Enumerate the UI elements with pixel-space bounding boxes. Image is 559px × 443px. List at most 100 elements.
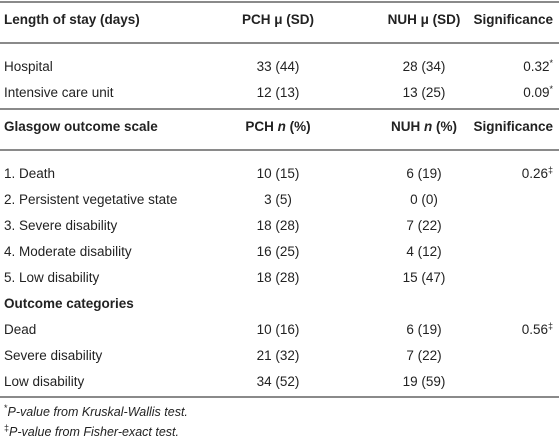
nuh-value: 6 (19) bbox=[324, 320, 524, 340]
footnote-mark: ‡ bbox=[548, 321, 553, 331]
p-value: 0.26 bbox=[521, 166, 548, 181]
footnote-mark: * bbox=[549, 84, 553, 94]
pch-value: 21 (32) bbox=[178, 346, 378, 366]
nuh-text: 4 (12) bbox=[406, 244, 442, 259]
significance: 0.09* bbox=[403, 83, 553, 103]
header-text: μ bbox=[274, 12, 283, 27]
header-text: n bbox=[277, 119, 286, 134]
row-label-text: 4. Moderate disability bbox=[4, 244, 132, 259]
rule-line bbox=[0, 396, 559, 398]
header-text: n bbox=[424, 119, 433, 134]
pch-text: 18 (28) bbox=[256, 218, 300, 233]
footnote-text: P-value from Fisher-exact test. bbox=[9, 425, 179, 439]
pch-text: 10 (15) bbox=[256, 166, 300, 181]
row-label-text: Dead bbox=[4, 322, 37, 337]
nuh-text: 6 (19) bbox=[406, 166, 442, 181]
row-label-text: 2. Persistent vegetative state bbox=[4, 192, 178, 207]
pch-text: 34 (52) bbox=[256, 374, 300, 389]
nuh-text: 7 (22) bbox=[406, 348, 442, 363]
row-label-text: Severe disability bbox=[4, 348, 103, 363]
header-text: NUH bbox=[390, 119, 421, 134]
nuh-value: 7 (22) bbox=[324, 216, 524, 236]
row-label: 4. Moderate disability bbox=[4, 242, 132, 262]
nuh-text: 6 (19) bbox=[406, 322, 442, 337]
nuh-text: 0 (0) bbox=[410, 192, 438, 207]
rule-line bbox=[0, 108, 559, 110]
row-label-text: 5. Low disability bbox=[4, 270, 100, 285]
column-header: NUH n (%) bbox=[324, 117, 524, 137]
header-text: PCH bbox=[241, 12, 271, 27]
column-header: Glasgow outcome scale bbox=[4, 117, 158, 137]
footnote-mark: ‡ bbox=[547, 321, 553, 331]
rule-line bbox=[0, 149, 559, 151]
p-value: 0.09 bbox=[523, 85, 550, 100]
row-label: Low disability bbox=[4, 372, 84, 392]
pch-text: 16 (25) bbox=[256, 244, 300, 259]
nuh-text: 19 (59) bbox=[402, 374, 446, 389]
row-label: 2. Persistent vegetative state bbox=[4, 190, 177, 210]
footnote-mark: ‡ bbox=[4, 423, 9, 433]
p-value: 0.56 bbox=[521, 322, 548, 337]
footnote-mark-text: * bbox=[4, 403, 8, 413]
header-text: (%) bbox=[436, 119, 458, 134]
rule-line bbox=[0, 1, 559, 3]
footnote-mark: * bbox=[549, 58, 553, 68]
nuh-text: 13 (25) bbox=[402, 85, 446, 100]
nuh-value: 15 (47) bbox=[324, 268, 524, 288]
footnote-mark: ‡ bbox=[548, 165, 553, 175]
pch-value: 34 (52) bbox=[178, 372, 378, 392]
column-header: Significance bbox=[403, 10, 553, 30]
row-label: 3. Severe disability bbox=[4, 216, 117, 236]
pch-text: 18 (28) bbox=[256, 270, 300, 285]
header-text: Glasgow outcome scale bbox=[4, 119, 158, 134]
pch-text: 33 (44) bbox=[256, 59, 300, 74]
nuh-text: 28 (34) bbox=[402, 59, 446, 74]
nuh-value: 28 (34) bbox=[324, 57, 524, 77]
header-text: Significance bbox=[473, 12, 553, 27]
row-label-text: Hospital bbox=[4, 59, 53, 74]
header-text: Length of stay (days) bbox=[4, 12, 140, 27]
significance: 0.26‡ bbox=[403, 164, 553, 184]
row-label-text: 3. Severe disability bbox=[4, 218, 118, 233]
nuh-value: 13 (25) bbox=[324, 83, 524, 103]
pch-value: 10 (16) bbox=[178, 320, 378, 340]
header-text: PCH bbox=[245, 119, 274, 134]
column-header: Length of stay (days) bbox=[4, 10, 140, 30]
subheading: Outcome categories bbox=[4, 294, 134, 314]
significance: 0.56‡ bbox=[403, 320, 553, 340]
row-label: 1. Death bbox=[4, 164, 55, 184]
pch-value: 10 (15) bbox=[178, 164, 378, 184]
header-text: (SD) bbox=[286, 12, 315, 27]
row-label: Severe disability bbox=[4, 346, 102, 366]
row-label: Dead bbox=[4, 320, 36, 340]
nuh-value: 0 (0) bbox=[324, 190, 524, 210]
p-value: 0.32 bbox=[523, 59, 550, 74]
footnote-mark: * bbox=[4, 403, 8, 413]
rule-line bbox=[0, 42, 559, 44]
pch-text: 10 (16) bbox=[256, 322, 300, 337]
nuh-value: 4 (12) bbox=[324, 242, 524, 262]
nuh-value: 6 (19) bbox=[324, 164, 524, 184]
footnote-text: P-value from Kruskal-Wallis test. bbox=[7, 405, 188, 419]
header-text: Significance bbox=[473, 119, 553, 134]
pch-text: 3 (5) bbox=[264, 192, 292, 207]
pch-value: 33 (44) bbox=[178, 57, 378, 77]
nuh-text: 7 (22) bbox=[406, 218, 442, 233]
row-label-text: 1. Death bbox=[4, 166, 56, 181]
nuh-value: 7 (22) bbox=[324, 346, 524, 366]
footnote-mark: ‡ bbox=[547, 165, 553, 175]
header-text: (%) bbox=[289, 119, 311, 134]
header-text: μ bbox=[420, 12, 429, 27]
pch-text: 12 (13) bbox=[256, 85, 300, 100]
footnote: *P-value from Kruskal-Wallis test. bbox=[4, 402, 188, 422]
column-header: PCH μ (SD) bbox=[178, 10, 378, 30]
nuh-text: 15 (47) bbox=[402, 270, 446, 285]
pch-value: 3 (5) bbox=[178, 190, 378, 210]
subheading-text: Outcome categories bbox=[4, 296, 134, 311]
header-text: (SD) bbox=[432, 12, 461, 27]
column-header: NUH μ (SD) bbox=[324, 10, 524, 30]
row-label: 5. Low disability bbox=[4, 268, 99, 288]
row-label: Intensive care unit bbox=[4, 83, 114, 103]
row-label-text: Intensive care unit bbox=[4, 85, 114, 100]
